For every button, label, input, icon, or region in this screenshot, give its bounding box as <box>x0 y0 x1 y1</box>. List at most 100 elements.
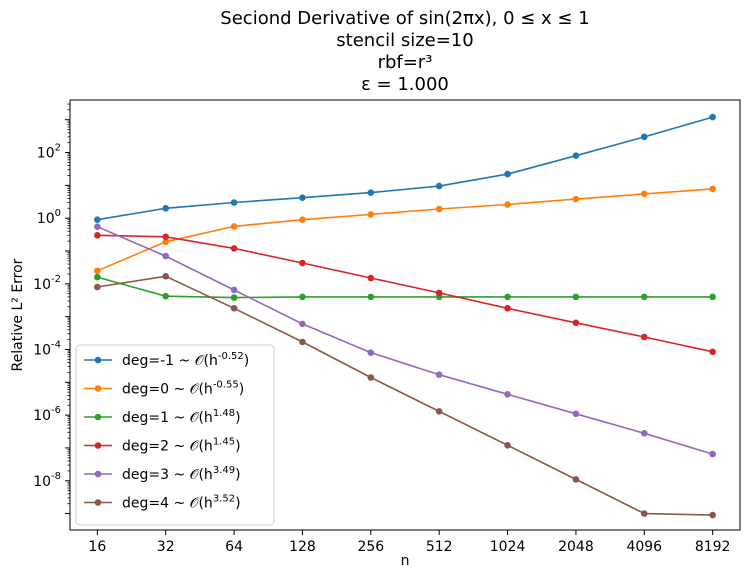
y-tick-exponent: 2 <box>55 143 61 154</box>
series-line-deg=1 <box>97 276 713 299</box>
data-point <box>367 293 375 301</box>
data-point <box>299 320 306 328</box>
y-tick-exponent: -6 <box>51 405 61 416</box>
y-tick-exponent: -4 <box>51 339 61 350</box>
data-point <box>162 238 170 246</box>
plot-frame <box>69 99 741 531</box>
data-point <box>299 338 306 346</box>
legend-marker-deg=4 <box>94 499 102 506</box>
data-point <box>640 510 648 517</box>
data-point <box>504 201 511 208</box>
data-point <box>367 274 375 282</box>
y-tick-label: 10-4 <box>33 339 61 358</box>
legend-marker-deg=1 <box>94 413 102 421</box>
data-point <box>367 211 375 218</box>
data-point <box>504 442 511 449</box>
x-tick-label: 128 <box>289 539 316 555</box>
series-line-deg=0 <box>96 188 713 272</box>
data-point <box>709 293 716 301</box>
data-point <box>299 216 306 223</box>
data-point <box>572 195 580 203</box>
data-point <box>504 391 511 398</box>
chart-title: Seciond Derivative of sin(2πx), 0 ≤ x ≤ … <box>220 8 589 95</box>
legend: deg=-1 ~ 𝒪(h-0.52) deg=0 ~ 𝒪(h-0.55) deg=1… <box>75 344 275 526</box>
data-point <box>162 233 170 241</box>
y-tick-base: 10 <box>33 408 51 424</box>
data-point <box>230 304 238 312</box>
data-point <box>435 408 443 415</box>
legend-label: deg=-1 ~ 𝒪(h-0.52) <box>122 351 249 369</box>
legend-order-exponent: 3.52 <box>213 494 235 505</box>
x-axis-label: n <box>401 553 410 569</box>
data-point <box>435 371 443 379</box>
x-tick-label: 16 <box>88 539 106 555</box>
data-point <box>572 410 580 418</box>
legend-order-exponent: 3.49 <box>213 465 235 476</box>
data-point <box>640 133 648 141</box>
legend-marker-deg=0 <box>94 385 102 392</box>
data-point <box>709 113 716 121</box>
x-tick-label: 8192 <box>695 539 731 555</box>
data-point <box>299 194 306 202</box>
data-point <box>230 199 238 206</box>
title-line-4: ε = 1.000 <box>361 74 449 95</box>
data-point <box>572 152 580 160</box>
legend-label: deg=4 ~ 𝒪(h3.52) <box>122 494 241 512</box>
series-line-deg=4 <box>97 275 713 516</box>
y-tick-label: 102 <box>37 143 61 162</box>
y-tick-label: 10-2 <box>33 274 61 293</box>
data-point <box>504 304 511 312</box>
data-point <box>435 182 443 190</box>
y-tick-base: 10 <box>37 146 55 162</box>
y-tick-label: 100 <box>37 208 61 227</box>
data-point <box>367 189 375 196</box>
data-point <box>504 170 511 178</box>
y-tick-base: 10 <box>33 277 51 293</box>
data-point <box>162 252 170 260</box>
legend-marker-deg=2 <box>94 442 102 449</box>
x-tick-label: 64 <box>225 539 243 555</box>
data-point <box>230 294 238 301</box>
legend-order-exponent: 1.48 <box>213 408 235 419</box>
x-tick-label: 512 <box>426 539 453 555</box>
y-axis-label: Relative L² Error <box>10 258 26 371</box>
data-point <box>94 267 101 275</box>
data-point <box>162 204 170 212</box>
data-point <box>367 349 375 356</box>
legend-box <box>75 344 275 526</box>
data-point <box>640 429 648 437</box>
title-line-3: rbf=r³ <box>378 52 433 73</box>
data-point <box>640 333 648 341</box>
series-line-deg=3 <box>96 225 713 455</box>
series-line-deg=-1 <box>97 116 713 221</box>
y-tick-base: 10 <box>33 474 51 490</box>
data-point <box>299 293 306 301</box>
legend-marker-deg=-1 <box>94 356 102 364</box>
data-point <box>94 232 101 239</box>
x-tick-label: 4096 <box>626 539 662 555</box>
legend-marker-deg=3 <box>94 470 102 478</box>
data-point <box>299 259 306 267</box>
data-point <box>230 286 238 294</box>
data-point <box>94 283 101 291</box>
data-point <box>572 319 580 327</box>
y-tick-exponent: 0 <box>55 208 61 219</box>
x-tick-label: 32 <box>157 539 175 555</box>
x-tick-label: 2048 <box>558 539 594 555</box>
data-point <box>709 511 716 519</box>
y-tick-base: 10 <box>33 342 51 358</box>
x-tick-label: 1024 <box>490 539 526 555</box>
y-tick-exponent: -2 <box>51 274 61 285</box>
series-line-deg=2 <box>97 234 713 353</box>
x-tick-label: 256 <box>357 539 384 555</box>
data-point <box>435 289 443 297</box>
data-point <box>367 374 375 381</box>
data-point <box>709 348 716 356</box>
title-line-1: Seciond Derivative of sin(2πx), 0 ≤ x ≤ … <box>220 8 589 29</box>
data-point <box>504 293 511 301</box>
y-tick-label: 10-6 <box>33 405 61 424</box>
data-point <box>162 272 170 280</box>
legend-label: deg=0 ~ 𝒪(h-0.55) <box>122 380 244 398</box>
